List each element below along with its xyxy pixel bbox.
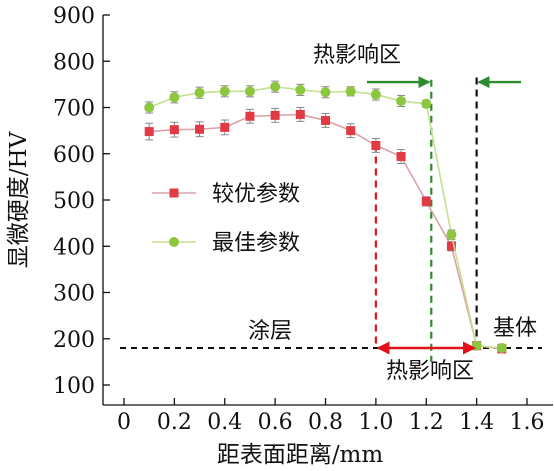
data-point (295, 84, 306, 95)
y-tick-label: 400 (53, 235, 95, 260)
legend-label: 较优参数 (212, 182, 300, 207)
data-point (169, 92, 180, 103)
data-point (270, 110, 280, 120)
y-tick-label: 800 (53, 50, 95, 75)
x-tick-label: 0.2 (157, 410, 192, 435)
coating-label: 涂层 (248, 319, 292, 344)
legend-marker (169, 188, 179, 198)
x-tick-label: 0.6 (258, 410, 293, 435)
data-point (346, 126, 356, 136)
data-point (245, 111, 255, 121)
x-tick-label: 0.4 (207, 410, 242, 435)
data-point (144, 102, 155, 113)
reference-lines (120, 77, 542, 362)
y-tick-label: 700 (53, 97, 95, 122)
data-point (321, 115, 330, 125)
data-point (219, 86, 230, 97)
legend-marker (169, 237, 179, 247)
y-tick-label: 300 (53, 282, 95, 307)
data-point (396, 96, 407, 107)
data-point (371, 140, 381, 150)
data-point (169, 125, 179, 135)
y-tick-label: 600 (53, 143, 95, 168)
haz-label-bottom: 热影响区 (386, 359, 474, 384)
y-tick-label: 200 (53, 328, 95, 353)
data-point (396, 152, 406, 162)
data-point (370, 89, 381, 100)
data-point (446, 229, 457, 240)
data-point (220, 122, 230, 132)
x-tick-label: 1.2 (409, 410, 444, 435)
data-point (320, 87, 331, 98)
legend-label: 最佳参数 (212, 231, 300, 256)
data-point (244, 86, 255, 97)
x-tick-label: 1.6 (510, 410, 545, 435)
data-point (194, 87, 205, 98)
x-tick-label: 0 (117, 410, 131, 435)
x-axis-title: 距表面距离/mm (217, 442, 384, 468)
data-point (421, 196, 431, 206)
series-layer (144, 80, 507, 354)
x-tick-label: 0.8 (308, 410, 343, 435)
data-point (295, 109, 305, 119)
axes: 100 200 300 400 500 600 700 800 900 0 0.2 0.4 0.6 0.8… (53, 4, 553, 435)
data-point (421, 98, 432, 109)
data-point (446, 241, 456, 251)
haz-label-top: 热影响区 (313, 43, 401, 68)
y-tick-label: 900 (53, 4, 95, 29)
data-point (195, 124, 205, 134)
substrate-label: 基体 (493, 316, 537, 341)
y-tick-label: 100 (53, 374, 95, 399)
data-point (144, 127, 154, 137)
x-tick-label: 1.4 (459, 410, 494, 435)
data-point (345, 86, 356, 97)
data-point (496, 343, 507, 353)
y-tick-label: 500 (53, 189, 95, 214)
y-axis-title: 显微硬度/HV (6, 131, 32, 268)
x-tick-label: 1.0 (358, 410, 393, 435)
data-point (270, 81, 281, 92)
